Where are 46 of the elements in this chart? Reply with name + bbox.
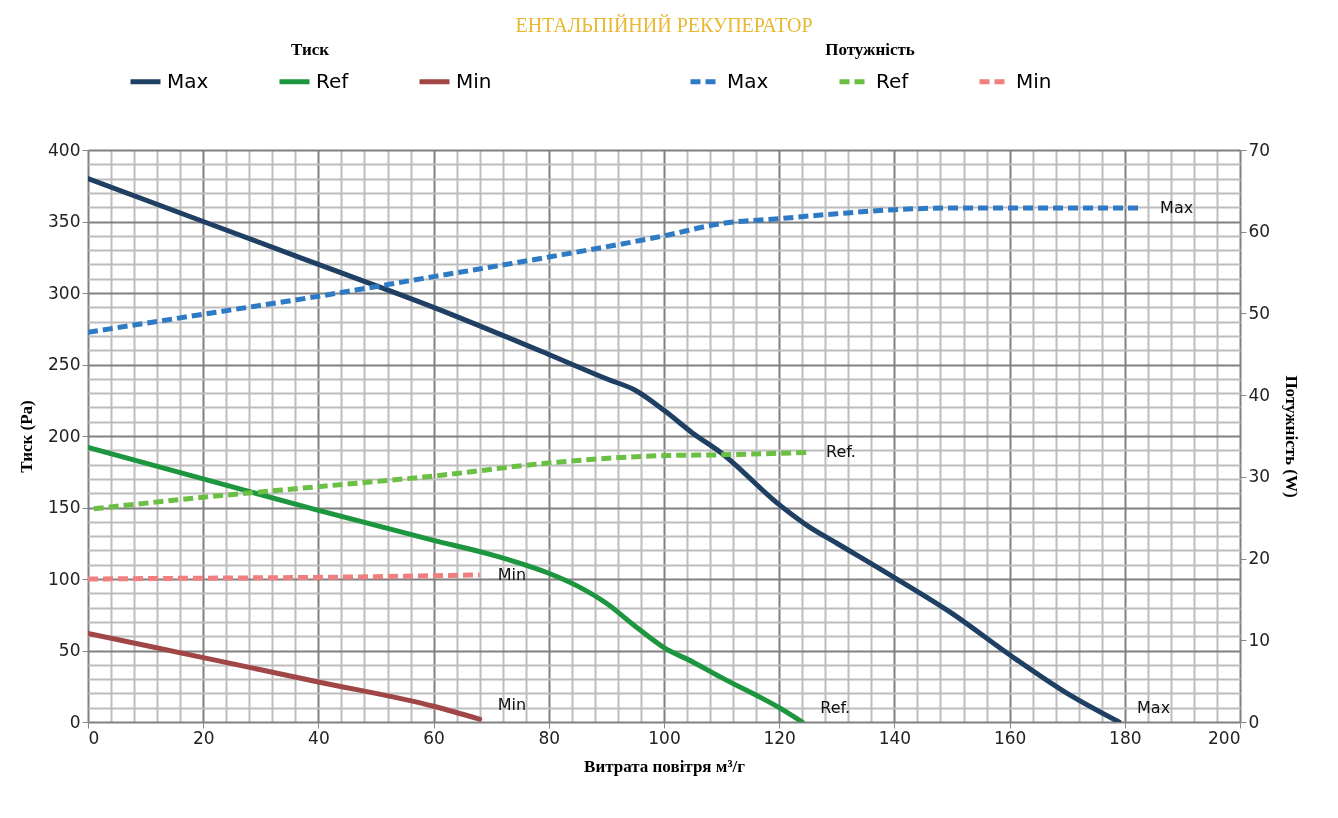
- annotation: Max: [1137, 698, 1171, 717]
- y2-tick-label: 20: [1248, 548, 1271, 569]
- y-tick-label: 50: [58, 640, 81, 660]
- y2-tick-label: 50: [1248, 302, 1271, 323]
- annotation: Min: [497, 695, 527, 715]
- annotation: Ref.: [820, 698, 851, 717]
- y2-tick-label: 70: [1248, 139, 1271, 160]
- x-tick-label: 20: [192, 727, 215, 748]
- legend-label: Max: [727, 68, 769, 93]
- y-tick-label: 400: [48, 139, 81, 160]
- y2-tick-label: 60: [1248, 221, 1271, 242]
- legend-label: Max: [167, 68, 209, 93]
- legend-label: Min: [456, 68, 492, 93]
- x-axis-title: Витрата повітря м³/г: [584, 756, 746, 776]
- y2-tick-label: 40: [1248, 384, 1271, 405]
- legend-label: Min: [1016, 68, 1052, 93]
- y-tick-label: 150: [48, 497, 81, 517]
- annotation: Min: [497, 564, 527, 584]
- x-tick-label: 200: [1208, 727, 1241, 748]
- y-tick-label: 350: [48, 211, 81, 231]
- y2-tick-label: 10: [1248, 629, 1271, 650]
- legend-label: Ref: [316, 68, 350, 93]
- y-tick-label: 250: [48, 354, 81, 374]
- y-tick-label: 0: [69, 711, 81, 732]
- x-tick-label: 60: [423, 727, 445, 748]
- x-tick-label: 80: [538, 727, 561, 748]
- x-tick-label: 140: [878, 727, 912, 748]
- y-axis-title: Тиск (Pa): [17, 400, 37, 473]
- annotation: Ref.: [826, 442, 856, 462]
- text: Тиск: [290, 40, 330, 59]
- y-tick-label: 300: [48, 282, 81, 303]
- y2-tick-label: 0: [1248, 711, 1260, 732]
- y2-tick-label: 30: [1248, 466, 1271, 487]
- annotation: Max: [1160, 198, 1194, 218]
- x-tick-label: 120: [763, 727, 796, 748]
- x-tick-label: 40: [308, 727, 330, 748]
- legend-label: Ref: [876, 68, 910, 93]
- y-tick-label: 100: [48, 568, 81, 589]
- x-tick-label: 100: [648, 727, 681, 748]
- chart-title: ЕНТАЛЬПІЙНИЙ РЕКУПЕРАТОР: [515, 14, 813, 36]
- x-tick-label: 180: [1109, 727, 1142, 748]
- text: Потужність: [825, 40, 915, 59]
- y2-axis-title: Потужність (W): [1282, 375, 1302, 498]
- x-tick-label: 160: [993, 727, 1027, 748]
- x-tick-label: 0: [88, 727, 100, 748]
- y-tick-label: 200: [48, 425, 81, 446]
